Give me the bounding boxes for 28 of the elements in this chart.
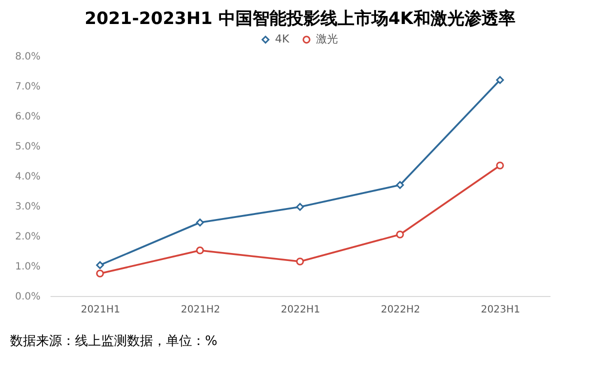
chart-title: 2021-2023H1 中国智能投影线上市场4K和激光渗透率 [84,9,516,29]
point [396,181,404,189]
point [196,218,204,226]
x-tick-label: 2021H1 [80,304,120,316]
legend-label: 激光 [316,32,338,46]
y-tick-label: 1.0% [15,262,40,272]
point [296,258,304,266]
source-note: 数据来源：线上监测数据，单位：% [10,334,218,349]
y-tick-label: 3.0% [15,202,40,212]
y-tick-label: 5.0% [15,142,40,152]
y-tick-label: 7.0% [15,82,40,92]
x-tick-label: 2021H2 [180,304,220,316]
point [96,261,104,270]
point [96,270,104,278]
point [296,202,304,211]
y-tick-label: 2.0% [15,232,40,242]
point [496,76,504,84]
x-tick-label: 2023H1 [480,304,520,316]
point [396,230,404,238]
point [196,246,204,254]
point [496,162,504,170]
y-tick-label: 6.0% [15,112,40,122]
y-tick-label: 0.0% [15,292,40,302]
x-tick-label: 2022H2 [380,304,420,316]
x-tick-label: 2022H1 [280,304,320,316]
legend-label: 4K [275,32,290,46]
y-tick-label: 8.0% [15,52,40,62]
y-tick-label: 4.0% [15,172,40,182]
